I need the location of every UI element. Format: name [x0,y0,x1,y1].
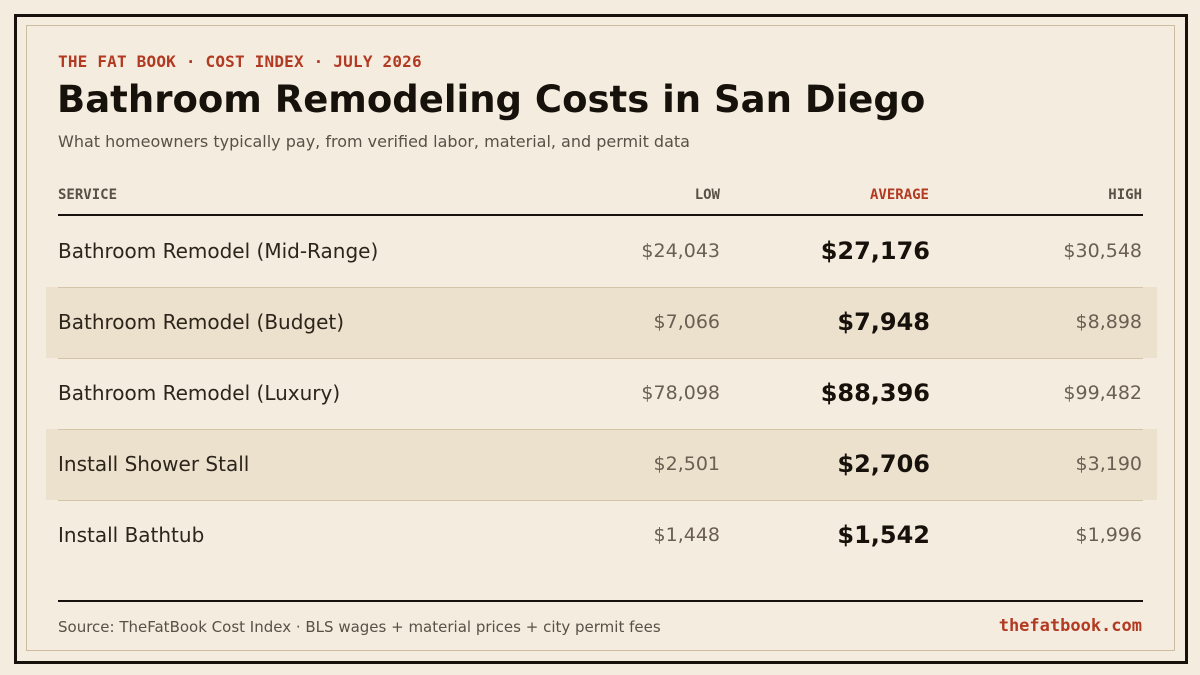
column-header-high: HIGH [1108,187,1142,203]
table-row: Bathroom Remodel (Budget) $7,066 $7,948 … [46,287,1157,358]
row-divider [58,287,1143,288]
site-link[interactable]: thefatbook.com [998,616,1142,636]
average-cost-cell: $27,176 [820,237,930,265]
kicker: THE FAT BOOK · COST INDEX · JULY 2026 [58,52,422,71]
column-header-service: SERVICE [58,187,118,203]
outer-border [14,14,1188,664]
low-cost-cell: $2,501 [653,453,720,475]
page-subtitle: What homeowners typically pay, from veri… [58,132,690,151]
service-cell: Bathroom Remodel (Mid-Range) [58,239,379,263]
low-cost-cell: $24,043 [641,240,720,262]
source-note: Source: TheFatBook Cost Index · BLS wage… [58,618,661,636]
header-rule [58,214,1143,216]
service-cell: Install Bathtub [58,523,205,547]
page-title: Bathroom Remodeling Costs in San Diego [57,78,926,121]
row-divider [58,429,1143,430]
high-cost-cell: $30,548 [1063,240,1142,262]
high-cost-cell: $3,190 [1075,453,1142,475]
column-header-average: AVERAGE [869,187,929,203]
low-cost-cell: $1,448 [653,524,720,546]
high-cost-cell: $99,482 [1063,382,1142,404]
low-cost-cell: $7,066 [653,311,720,333]
average-cost-cell: $88,396 [820,379,930,407]
average-cost-cell: $2,706 [837,450,930,478]
table-row: Bathroom Remodel (Luxury) $78,098 $88,39… [46,358,1157,429]
average-cost-cell: $1,542 [837,521,930,549]
table-row: Install Bathtub $1,448 $1,542 $1,996 [46,500,1157,571]
high-cost-cell: $8,898 [1075,311,1142,333]
row-divider [58,358,1143,359]
footer-rule [58,600,1143,602]
high-cost-cell: $1,996 [1075,524,1142,546]
service-cell: Install Shower Stall [58,452,250,476]
row-divider [58,500,1143,501]
table-row: Bathroom Remodel (Mid-Range) $24,043 $27… [46,216,1157,287]
inner-border [26,25,1175,651]
service-cell: Bathroom Remodel (Budget) [58,310,345,334]
column-header-low: LOW [694,187,720,203]
table-row: Install Shower Stall $2,501 $2,706 $3,19… [46,429,1157,500]
service-cell: Bathroom Remodel (Luxury) [58,381,341,405]
average-cost-cell: $7,948 [837,308,930,336]
low-cost-cell: $78,098 [641,382,720,404]
